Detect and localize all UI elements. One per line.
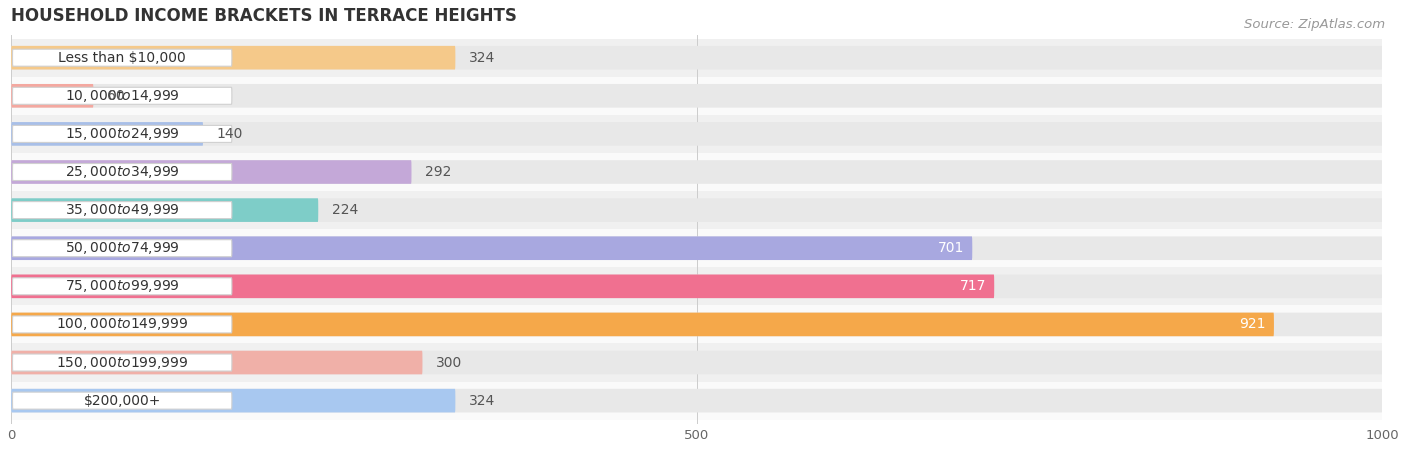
Text: 701: 701 <box>938 241 965 255</box>
Text: 292: 292 <box>425 165 451 179</box>
FancyBboxPatch shape <box>11 46 1382 70</box>
FancyBboxPatch shape <box>13 278 232 295</box>
FancyBboxPatch shape <box>11 237 1382 260</box>
FancyBboxPatch shape <box>11 198 1382 222</box>
FancyBboxPatch shape <box>11 237 973 260</box>
Text: 324: 324 <box>470 51 495 65</box>
FancyBboxPatch shape <box>11 198 318 222</box>
FancyBboxPatch shape <box>11 46 456 70</box>
FancyBboxPatch shape <box>11 313 1274 336</box>
FancyBboxPatch shape <box>13 125 232 142</box>
FancyBboxPatch shape <box>11 343 1382 382</box>
FancyBboxPatch shape <box>11 389 456 413</box>
Text: Less than $10,000: Less than $10,000 <box>58 51 186 65</box>
FancyBboxPatch shape <box>11 389 1382 413</box>
FancyBboxPatch shape <box>11 77 1382 115</box>
Text: 300: 300 <box>436 356 463 370</box>
FancyBboxPatch shape <box>11 153 1382 191</box>
FancyBboxPatch shape <box>11 305 1382 343</box>
FancyBboxPatch shape <box>13 354 232 371</box>
FancyBboxPatch shape <box>13 163 232 180</box>
Text: $35,000 to $49,999: $35,000 to $49,999 <box>65 202 180 218</box>
FancyBboxPatch shape <box>11 351 1382 374</box>
FancyBboxPatch shape <box>13 202 232 219</box>
FancyBboxPatch shape <box>11 160 412 184</box>
Text: 324: 324 <box>470 394 495 408</box>
Text: $75,000 to $99,999: $75,000 to $99,999 <box>65 278 180 295</box>
FancyBboxPatch shape <box>11 160 1382 184</box>
FancyBboxPatch shape <box>11 39 1382 77</box>
FancyBboxPatch shape <box>13 87 232 104</box>
FancyBboxPatch shape <box>13 49 232 66</box>
FancyBboxPatch shape <box>11 313 1382 336</box>
FancyBboxPatch shape <box>11 274 994 298</box>
FancyBboxPatch shape <box>13 240 232 257</box>
Text: $200,000+: $200,000+ <box>83 394 160 408</box>
Text: 717: 717 <box>960 279 986 293</box>
Text: $15,000 to $24,999: $15,000 to $24,999 <box>65 126 180 142</box>
FancyBboxPatch shape <box>11 122 202 146</box>
Text: 140: 140 <box>217 127 243 141</box>
FancyBboxPatch shape <box>11 267 1382 305</box>
FancyBboxPatch shape <box>11 382 1382 420</box>
FancyBboxPatch shape <box>11 274 1382 298</box>
FancyBboxPatch shape <box>11 351 422 374</box>
FancyBboxPatch shape <box>11 115 1382 153</box>
FancyBboxPatch shape <box>11 122 1382 146</box>
Text: $100,000 to $149,999: $100,000 to $149,999 <box>56 317 188 332</box>
FancyBboxPatch shape <box>11 84 93 108</box>
FancyBboxPatch shape <box>11 229 1382 267</box>
Text: 224: 224 <box>332 203 359 217</box>
FancyBboxPatch shape <box>11 191 1382 229</box>
Text: $25,000 to $34,999: $25,000 to $34,999 <box>65 164 180 180</box>
FancyBboxPatch shape <box>13 392 232 409</box>
Text: Source: ZipAtlas.com: Source: ZipAtlas.com <box>1244 18 1385 31</box>
FancyBboxPatch shape <box>11 84 1382 108</box>
Text: $150,000 to $199,999: $150,000 to $199,999 <box>56 355 188 370</box>
Text: $50,000 to $74,999: $50,000 to $74,999 <box>65 240 180 256</box>
FancyBboxPatch shape <box>13 316 232 333</box>
Text: 921: 921 <box>1239 317 1265 331</box>
Text: HOUSEHOLD INCOME BRACKETS IN TERRACE HEIGHTS: HOUSEHOLD INCOME BRACKETS IN TERRACE HEI… <box>11 7 517 25</box>
Text: $10,000 to $14,999: $10,000 to $14,999 <box>65 88 180 104</box>
Text: 60: 60 <box>107 89 125 103</box>
